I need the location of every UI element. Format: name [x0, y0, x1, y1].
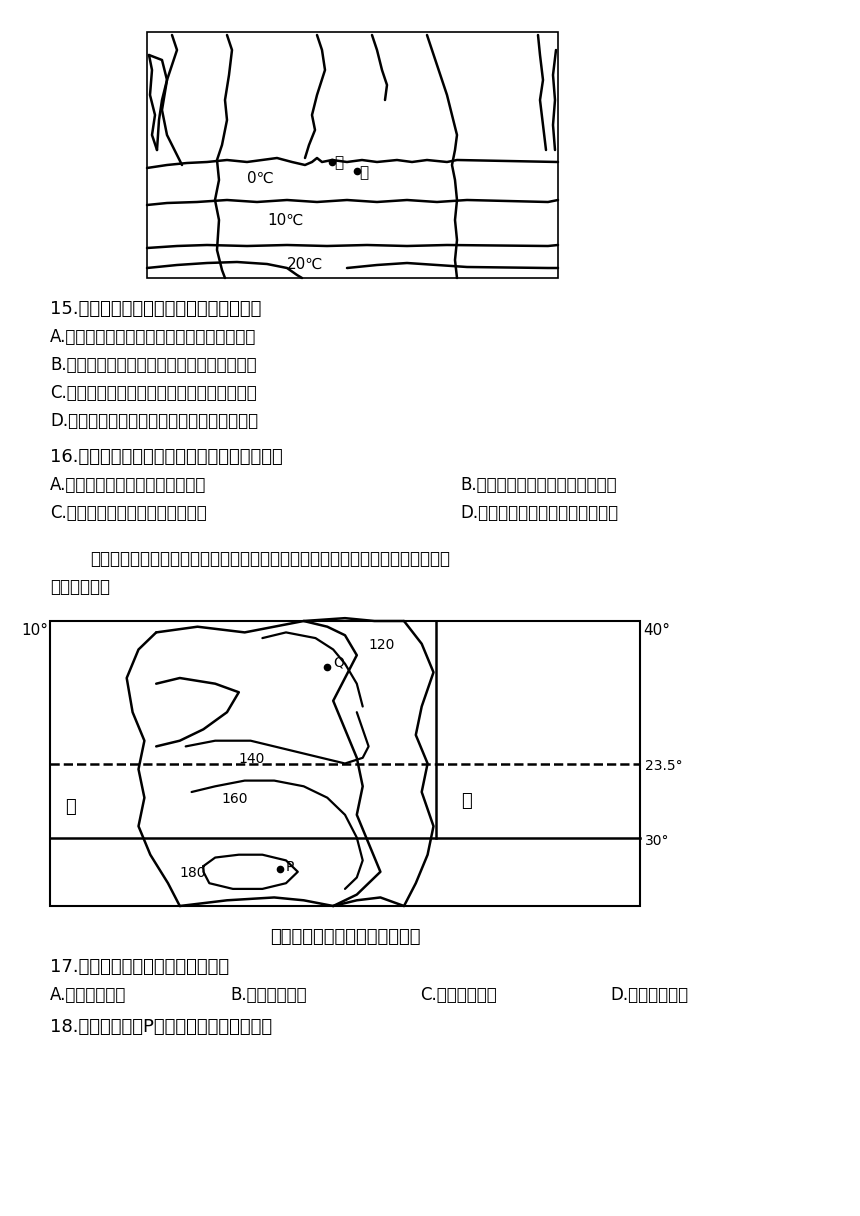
Text: 0℃: 0℃: [247, 171, 273, 186]
Text: 甲: 甲: [334, 154, 343, 170]
Text: 16.若甲地位于陆地，乙地位于海洋，则（　）: 16.若甲地位于陆地，乙地位于海洋，则（ ）: [50, 447, 283, 466]
Text: D.该区域位于南半球，甲地海拔高于乙地海拔: D.该区域位于南半球，甲地海拔高于乙地海拔: [50, 412, 258, 430]
Text: A.甲地气温高于乙地，此时为夏季: A.甲地气温高于乙地，此时为夏季: [50, 475, 206, 494]
Text: C.大西洋印度洋: C.大西洋印度洋: [420, 986, 497, 1004]
Text: P: P: [286, 861, 294, 874]
Bar: [50, 621, 640, 906]
Text: 甲: 甲: [65, 798, 76, 816]
Text: B.印度洋大西洋: B.印度洋大西洋: [230, 986, 307, 1004]
Text: B.甲地气温高于乙地，此时为冬季: B.甲地气温高于乙地，此时为冬季: [460, 475, 617, 494]
Text: 180: 180: [180, 866, 206, 880]
Text: 乙: 乙: [462, 792, 472, 810]
Text: 140: 140: [239, 753, 265, 766]
Text: 15.若甲、乙两地都位于陆地上，则（　）: 15.若甲、乙两地都位于陆地上，则（ ）: [50, 300, 261, 319]
Text: 成下面小题。: 成下面小题。: [50, 578, 110, 596]
Text: 某地区冬小麦生长发育期曲线图: 某地区冬小麦生长发育期曲线图: [270, 928, 421, 946]
Text: D.太平洋北冰洋: D.太平洋北冰洋: [610, 986, 688, 1004]
Text: 10°: 10°: [21, 623, 48, 638]
Text: 30°: 30°: [645, 834, 669, 848]
Text: 生育期是指从播种到收获所需的天数。读世界某地区冬小麦生长发育期曲线图，完: 生育期是指从播种到收获所需的天数。读世界某地区冬小麦生长发育期曲线图，完: [90, 550, 450, 568]
Text: 40°: 40°: [643, 623, 670, 638]
Text: C.该区域位于南半球，甲地海拔低于乙地海拔: C.该区域位于南半球，甲地海拔低于乙地海拔: [50, 384, 257, 402]
Text: 160: 160: [221, 792, 248, 806]
Bar: [147, 32, 558, 278]
Text: 18.下列关于图中P地的说法正确的是（　）: 18.下列关于图中P地的说法正确的是（ ）: [50, 1018, 272, 1036]
Text: 20℃: 20℃: [287, 257, 323, 272]
Text: D.甲地气温低于乙地，此时为冬季: D.甲地气温低于乙地，此时为冬季: [460, 503, 618, 522]
Text: 120: 120: [369, 638, 395, 652]
Text: C.甲地气温低于乙地，此时为夏季: C.甲地气温低于乙地，此时为夏季: [50, 503, 206, 522]
Text: A.北冰洋太平洋: A.北冰洋太平洋: [50, 986, 126, 1004]
Text: Q: Q: [334, 655, 344, 669]
Text: 10℃: 10℃: [267, 213, 304, 229]
Text: 23.5°: 23.5°: [645, 760, 683, 773]
Text: 17.如图中大洋甲、乙依次是（　）: 17.如图中大洋甲、乙依次是（ ）: [50, 958, 229, 976]
Text: B.该区域位于北半球，甲地海拔高于乙地海拔: B.该区域位于北半球，甲地海拔高于乙地海拔: [50, 356, 256, 375]
Text: 乙: 乙: [359, 165, 368, 180]
Text: A.该区域位于北半球，甲地海拔低于乙地海拔: A.该区域位于北半球，甲地海拔低于乙地海拔: [50, 328, 256, 347]
